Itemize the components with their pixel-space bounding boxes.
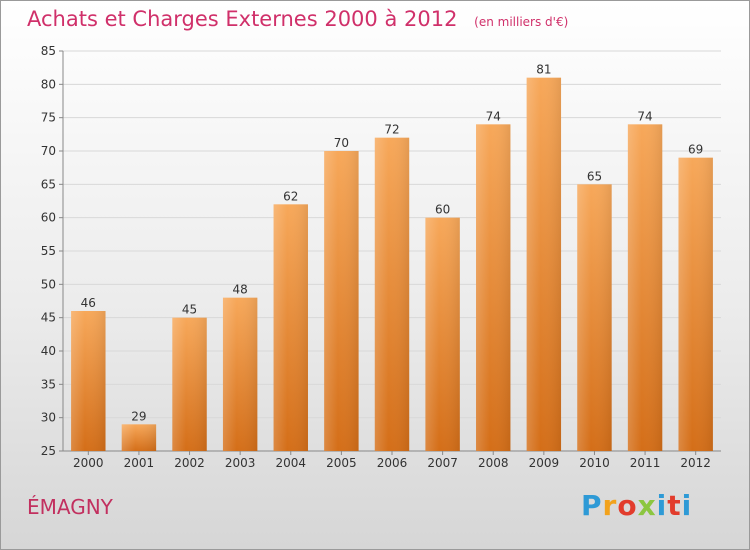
x-tick-label: 2007 xyxy=(427,456,458,470)
y-tick-label: 80 xyxy=(41,77,56,91)
data-label: 74 xyxy=(637,109,652,123)
logo-letter: i xyxy=(681,489,693,522)
bar-shine xyxy=(273,204,308,451)
x-tick-label: 2011 xyxy=(630,456,661,470)
x-tick-label: 2001 xyxy=(124,456,155,470)
y-tick-label: 35 xyxy=(41,377,56,391)
bar-shine xyxy=(526,77,562,452)
bar-shine xyxy=(476,124,511,451)
y-tick-label: 75 xyxy=(41,111,56,125)
logo-letter: t xyxy=(667,489,682,522)
x-tick-label: 2012 xyxy=(680,456,711,470)
data-label: 65 xyxy=(587,169,602,183)
y-tick-label: 45 xyxy=(41,311,56,325)
y-tick-label: 25 xyxy=(41,444,56,458)
y-tick-label: 60 xyxy=(41,211,56,225)
data-label: 74 xyxy=(486,109,501,123)
y-tick-label: 70 xyxy=(41,144,56,158)
logo-letter: x xyxy=(637,489,657,522)
bar-shine xyxy=(577,184,612,452)
x-tick-label: 2004 xyxy=(275,456,306,470)
logo-letter: P xyxy=(581,489,603,522)
bar-shine xyxy=(374,137,410,451)
x-tick-label: 2005 xyxy=(326,456,357,470)
bar-shine xyxy=(71,311,106,451)
data-label: 70 xyxy=(334,136,349,150)
chart-title-text: Achats et Charges Externes 2000 à 2012 xyxy=(27,7,458,31)
place-name: ÉMAGNY xyxy=(27,495,113,519)
y-tick-label: 30 xyxy=(41,411,56,425)
y-tick-label: 85 xyxy=(41,44,56,58)
x-tick-label: 2000 xyxy=(73,456,104,470)
bar-shine xyxy=(172,317,207,451)
data-label: 62 xyxy=(283,189,298,203)
x-tick-label: 2008 xyxy=(478,456,509,470)
data-label: 45 xyxy=(182,303,197,317)
proxiti-logo: Proxiti xyxy=(581,489,692,522)
x-tick-label: 2010 xyxy=(579,456,610,470)
bar-shine xyxy=(222,297,258,451)
logo-letter: o xyxy=(617,489,638,522)
y-tick-label: 65 xyxy=(41,177,56,191)
logo-letter: r xyxy=(602,489,618,522)
data-label: 81 xyxy=(536,63,551,77)
data-label: 69 xyxy=(688,143,703,157)
x-tick-label: 2009 xyxy=(529,456,560,470)
data-label: 29 xyxy=(131,409,146,423)
data-label: 72 xyxy=(384,123,399,137)
x-tick-label: 2006 xyxy=(377,456,408,470)
y-tick-label: 50 xyxy=(41,277,56,291)
bar-shine xyxy=(627,124,663,451)
x-tick-label: 2002 xyxy=(174,456,205,470)
y-tick-label: 40 xyxy=(41,344,56,358)
data-label: 60 xyxy=(435,203,450,217)
x-tick-label: 2003 xyxy=(225,456,256,470)
data-label: 48 xyxy=(233,283,248,297)
y-tick-label: 55 xyxy=(41,244,56,258)
bar-shine xyxy=(324,151,359,451)
logo-letter: i xyxy=(656,489,668,522)
chart-subtitle: (en milliers d'€) xyxy=(474,15,569,29)
bar-shine xyxy=(678,157,713,451)
chart-title: Achats et Charges Externes 2000 à 2012 (… xyxy=(27,7,568,31)
bar-shine xyxy=(425,217,460,451)
bar-shine xyxy=(121,424,157,451)
data-label: 46 xyxy=(81,296,96,310)
